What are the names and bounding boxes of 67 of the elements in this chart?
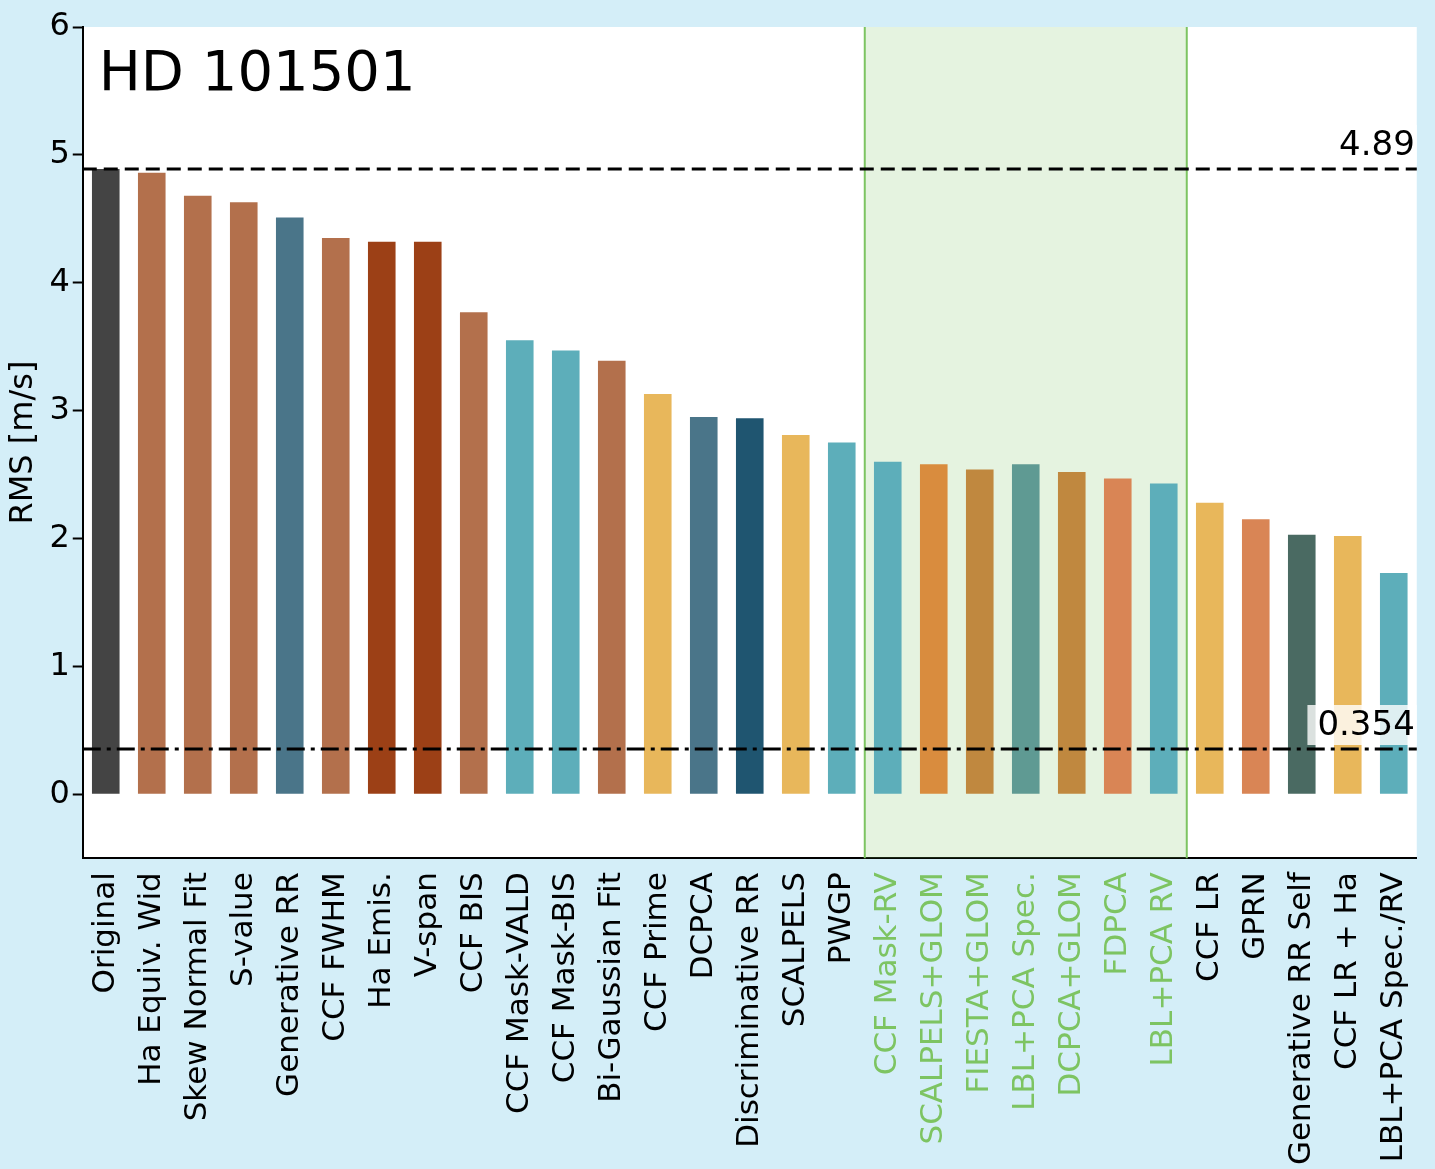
x-tick-label: FIESTA+GLOM [958, 872, 995, 1094]
bar [551, 350, 580, 794]
x-tick-label: DCPCA+GLOM [1050, 872, 1087, 1097]
bar [413, 241, 442, 794]
bar [1103, 478, 1132, 794]
x-tick-label: SCALPELS+GLOM [912, 872, 949, 1145]
x-tick-label: CCF FWHM [314, 872, 351, 1042]
bar [919, 464, 948, 794]
ref-line-label: 0.354 [1317, 702, 1415, 743]
x-tick-label: DCPCA [682, 872, 719, 980]
x-tick-label: SCALPELS [774, 872, 811, 1028]
bar [505, 340, 534, 794]
y-tick-label: 6 [49, 5, 70, 44]
x-tick-label: CCF BIS [452, 872, 489, 994]
x-tick-label: Generative RR [268, 872, 305, 1097]
bar [781, 434, 810, 794]
x-tick-label: LBL+PCA Spec. [1004, 872, 1041, 1111]
y-axis-title: RMS [m/s] [1, 360, 40, 525]
bar [689, 417, 718, 794]
x-tick-label: CCF Prime [636, 872, 673, 1032]
bar [321, 238, 350, 794]
bar [1011, 464, 1040, 794]
x-tick-label: LBL+PCA RV [1142, 872, 1179, 1067]
ref-line-label: 4.89 [1339, 122, 1415, 163]
bar [1057, 472, 1086, 794]
x-tick-label: LBL+PCA Spec./RV [1372, 872, 1409, 1163]
bar [91, 168, 120, 794]
bar [873, 461, 902, 794]
x-tick-label: Bi-Gaussian Fit [590, 872, 627, 1103]
x-tick-label: CCF LR + Ha [1326, 872, 1363, 1070]
x-tick-label: CCF Mask-RV [866, 872, 903, 1076]
x-tick-label: Generative RR Self [1280, 871, 1317, 1166]
bar [275, 217, 304, 794]
bar [643, 394, 672, 794]
bar [1149, 483, 1178, 794]
bar [597, 360, 626, 794]
x-tick-label: CCF LR [1188, 872, 1225, 982]
bar [1195, 502, 1224, 794]
x-tick-label: Skew Normal Fit [176, 872, 213, 1122]
x-tick-label: CCF Mask-BIS [544, 872, 581, 1084]
bar [735, 418, 764, 794]
x-tick-label: GPRN [1234, 872, 1271, 960]
y-tick-label: 2 [49, 516, 70, 555]
x-tick-label: Original [84, 872, 121, 994]
bar [827, 442, 856, 794]
y-tick-label: 1 [49, 644, 70, 683]
bar [137, 172, 166, 794]
chart-title: HD 101501 [98, 37, 416, 103]
y-tick-label: 3 [49, 388, 70, 427]
y-tick-label: 4 [49, 261, 70, 300]
x-tick-label: V-span [406, 872, 443, 978]
bar [1241, 519, 1270, 794]
x-tick-label: Ha Equiv. Wid [130, 872, 167, 1086]
x-tick-label: CCF Mask-VALD [498, 872, 535, 1114]
bar [183, 195, 212, 794]
bar [1287, 534, 1316, 794]
x-tick-label: Ha Emis. [360, 872, 397, 1009]
bar [459, 312, 488, 794]
y-tick-label: 0 [49, 772, 70, 811]
x-tick-label: S-value [222, 872, 259, 987]
x-tick-label: FDPCA [1096, 872, 1133, 976]
x-tick-label: PWGP [820, 872, 857, 965]
bar [367, 241, 396, 794]
y-tick-label: 5 [49, 133, 70, 172]
bar [229, 202, 258, 794]
x-tick-label: Discriminative RR [728, 872, 765, 1148]
bar [965, 469, 994, 794]
